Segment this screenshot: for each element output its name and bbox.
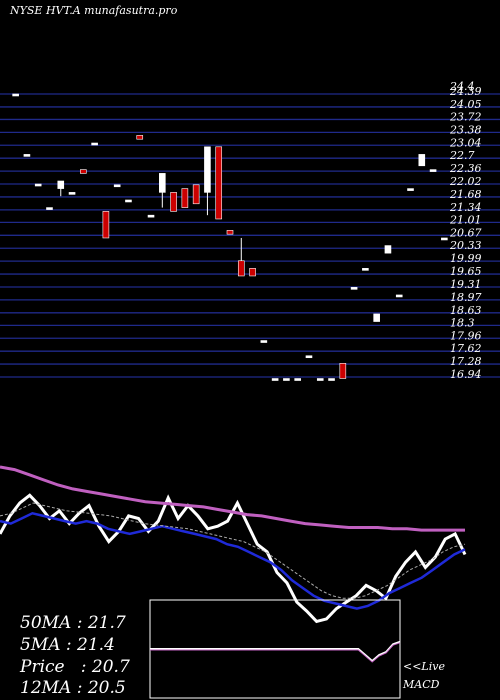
price-tick-label: 22.02 xyxy=(449,175,482,188)
candle-body xyxy=(441,237,448,241)
candle-body xyxy=(237,260,245,277)
legend-12ma: 12MA : 20.5 xyxy=(20,678,126,698)
candle-body xyxy=(283,378,290,381)
price-tick-label: 24.39 xyxy=(449,85,482,98)
candle-body xyxy=(350,287,358,290)
candle-body xyxy=(159,173,166,193)
price-tick-label: 23.04 xyxy=(449,136,482,149)
candle-body xyxy=(12,93,19,97)
moving-average-lines xyxy=(0,465,467,624)
candle-body xyxy=(294,378,301,381)
candle-body xyxy=(226,230,234,235)
candle-body xyxy=(125,199,132,203)
price-tick-label: 22.7 xyxy=(449,149,475,162)
ma-line xyxy=(0,465,465,532)
candle-body xyxy=(192,184,200,205)
candle-body xyxy=(384,245,392,254)
candle-body xyxy=(395,294,403,298)
candle-body xyxy=(34,183,42,187)
macd-line xyxy=(150,640,401,663)
price-tick-label: 21.01 xyxy=(449,213,482,226)
candle-body xyxy=(305,355,313,359)
candle-body xyxy=(80,169,87,174)
candle-body xyxy=(328,378,335,381)
legend-50ma: 50MA : 21.7 xyxy=(20,613,126,633)
candle-body xyxy=(136,135,144,140)
candle-body xyxy=(113,184,121,188)
macd-label: MACD xyxy=(402,678,440,691)
price-tick-label: 18.3 xyxy=(450,316,475,329)
price-tick-label: 19.99 xyxy=(450,252,482,265)
candle-body xyxy=(418,154,426,167)
price-tick-label: 16.94 xyxy=(450,368,482,381)
price-tick-label: 23.72 xyxy=(449,110,482,123)
candle-body xyxy=(260,340,268,343)
price-tick-label: 18.97 xyxy=(450,291,482,304)
legend-price: Price : 20.7 xyxy=(19,657,130,677)
candle-body xyxy=(373,313,380,322)
price-tick-label: 17.96 xyxy=(450,329,482,342)
macd-signal-line xyxy=(150,642,401,663)
price-top-label: 24.4 xyxy=(449,80,475,93)
price-tick-label: 21.34 xyxy=(449,201,482,214)
candle-body xyxy=(91,142,98,146)
price-axis-labels: 24.3924.0523.7223.3823.0422.722.3622.022… xyxy=(449,85,482,381)
legend-5ma: 5MA : 21.4 xyxy=(20,635,115,655)
candle-body xyxy=(147,214,155,218)
candle-body xyxy=(339,363,347,379)
price-tick-label: 20.67 xyxy=(449,226,482,239)
candle-body xyxy=(46,207,53,210)
price-tick-label: 19.65 xyxy=(450,265,482,278)
price-tick-label: 17.28 xyxy=(450,355,482,368)
candle-body xyxy=(204,146,211,193)
price-tick-label: 19.31 xyxy=(450,278,482,291)
price-gridlines xyxy=(0,93,500,378)
candle-body xyxy=(57,180,65,189)
candle-body xyxy=(362,268,369,271)
price-tick-label: 23.38 xyxy=(449,123,482,136)
ma-line xyxy=(0,511,466,610)
price-tick-label: 17.62 xyxy=(450,342,482,355)
price-tick-label: 21.68 xyxy=(449,188,482,201)
candle-body xyxy=(271,378,279,381)
candle-body xyxy=(170,192,177,212)
chart-title: NYSE HVT.A munafasutra.pro xyxy=(9,4,178,17)
candle-body xyxy=(249,268,256,277)
macd-lines xyxy=(150,640,401,663)
candlestick-series xyxy=(12,93,448,381)
candle-body xyxy=(23,154,31,157)
candle-body xyxy=(316,378,324,381)
ma-line xyxy=(0,502,466,599)
price-tick-label: 24.05 xyxy=(449,98,482,111)
candle-body xyxy=(429,169,437,172)
candle-body xyxy=(181,188,189,208)
candle-body xyxy=(215,146,223,220)
candle-body xyxy=(68,192,76,195)
price-tick-label: 20.33 xyxy=(449,239,482,252)
price-tick-label: 18.63 xyxy=(450,304,482,317)
live-label: <<Live xyxy=(403,660,445,673)
candle-body xyxy=(102,211,110,239)
candle-body xyxy=(407,188,414,191)
price-tick-label: 22.36 xyxy=(449,162,482,175)
